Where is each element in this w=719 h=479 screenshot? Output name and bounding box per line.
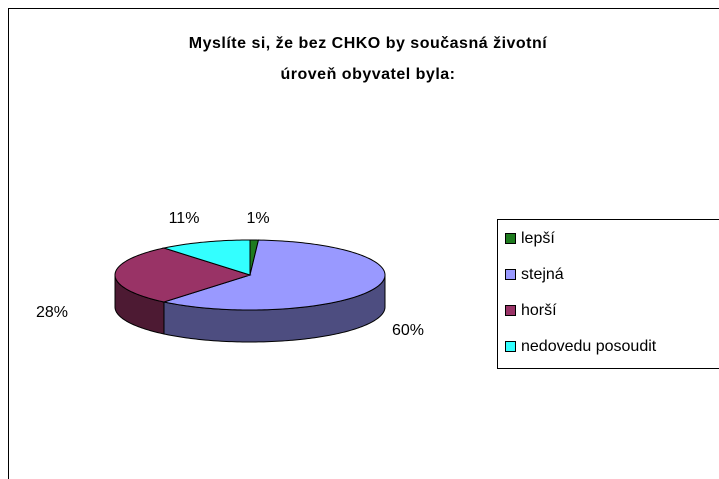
legend-label: horší bbox=[521, 302, 557, 319]
slice bbox=[114, 247, 252, 303]
legend-swatch bbox=[505, 233, 516, 244]
data-label: 60% bbox=[392, 322, 424, 339]
data-label: 1% bbox=[246, 210, 269, 227]
legend-label: lepší bbox=[521, 230, 555, 247]
legend-swatch bbox=[505, 305, 516, 316]
legend-label: nedovedu posoudit bbox=[521, 338, 657, 355]
legend-swatch bbox=[505, 269, 516, 280]
data-label: 28% bbox=[36, 304, 68, 321]
legend-box bbox=[497, 219, 719, 369]
chart-title: Myslíte si, že bez CHKO by současná živo… bbox=[189, 35, 548, 52]
slice bbox=[161, 239, 251, 276]
slice bbox=[161, 239, 386, 311]
chart-title: úroveň obyvatel byla: bbox=[281, 66, 456, 83]
legend-swatch bbox=[505, 341, 516, 352]
legend-label: stejná bbox=[521, 266, 564, 283]
data-label: 11% bbox=[169, 210, 200, 227]
